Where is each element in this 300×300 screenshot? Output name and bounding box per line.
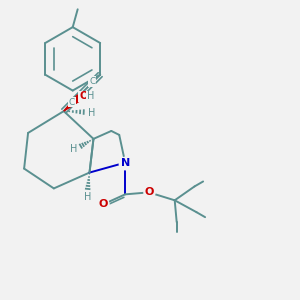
Text: C: C [89, 77, 95, 86]
Text: H: H [84, 192, 91, 202]
Text: O: O [99, 199, 108, 209]
Text: N: N [121, 158, 130, 168]
Text: O: O [79, 91, 88, 101]
Text: H: H [70, 144, 77, 154]
Polygon shape [64, 95, 82, 111]
Text: O: O [144, 188, 154, 197]
Text: H: H [88, 108, 95, 118]
Text: H: H [87, 91, 94, 101]
Text: C: C [69, 98, 75, 107]
